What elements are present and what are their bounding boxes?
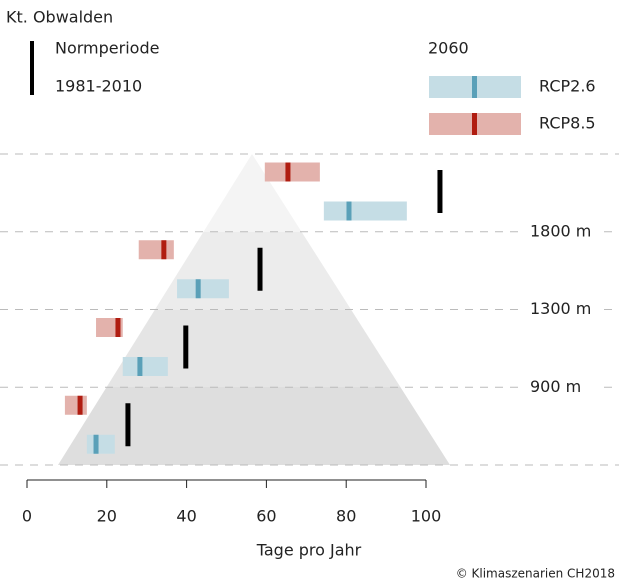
legend-label: 1981-2010: [55, 77, 142, 96]
x-tick-label: 20: [97, 507, 117, 526]
range-bar: [323, 201, 407, 221]
legend-label: 2060: [428, 39, 469, 58]
x-axis-label: Tage pro Jahr: [256, 541, 362, 560]
range-bar: [86, 434, 115, 454]
range-bar: [177, 279, 229, 299]
median-mark: [93, 434, 99, 454]
range-bar: [122, 357, 168, 376]
x-tick-label: 40: [176, 507, 196, 526]
median-mark: [195, 279, 201, 299]
elevation-label: 1300 m: [530, 299, 591, 318]
legend-label: RCP8.5: [539, 114, 596, 133]
x-tick-label: 0: [22, 507, 32, 526]
median-mark: [346, 201, 352, 221]
range-bar: [264, 162, 320, 182]
elevation-label: 900 m: [530, 377, 581, 396]
median-mark: [77, 395, 83, 415]
x-tick-label: 60: [256, 507, 276, 526]
legend-swatch: [472, 76, 477, 98]
x-tick-label: 100: [411, 507, 442, 526]
x-tick-label: 80: [336, 507, 356, 526]
legend-label: Normperiode: [55, 39, 159, 58]
legend-swatch: [472, 113, 477, 135]
range-bar: [138, 240, 174, 260]
median-mark: [285, 162, 291, 182]
median-mark: [115, 318, 121, 337]
source: © Klimaszenarien CH2018: [456, 567, 615, 581]
range-bar: [64, 395, 87, 415]
chart-title: Kt. Obwalden: [6, 8, 113, 27]
elevation-label: 1800 m: [530, 221, 591, 240]
median-mark: [137, 357, 143, 376]
median-mark: [161, 240, 167, 260]
legend-label: RCP2.6: [539, 77, 596, 96]
